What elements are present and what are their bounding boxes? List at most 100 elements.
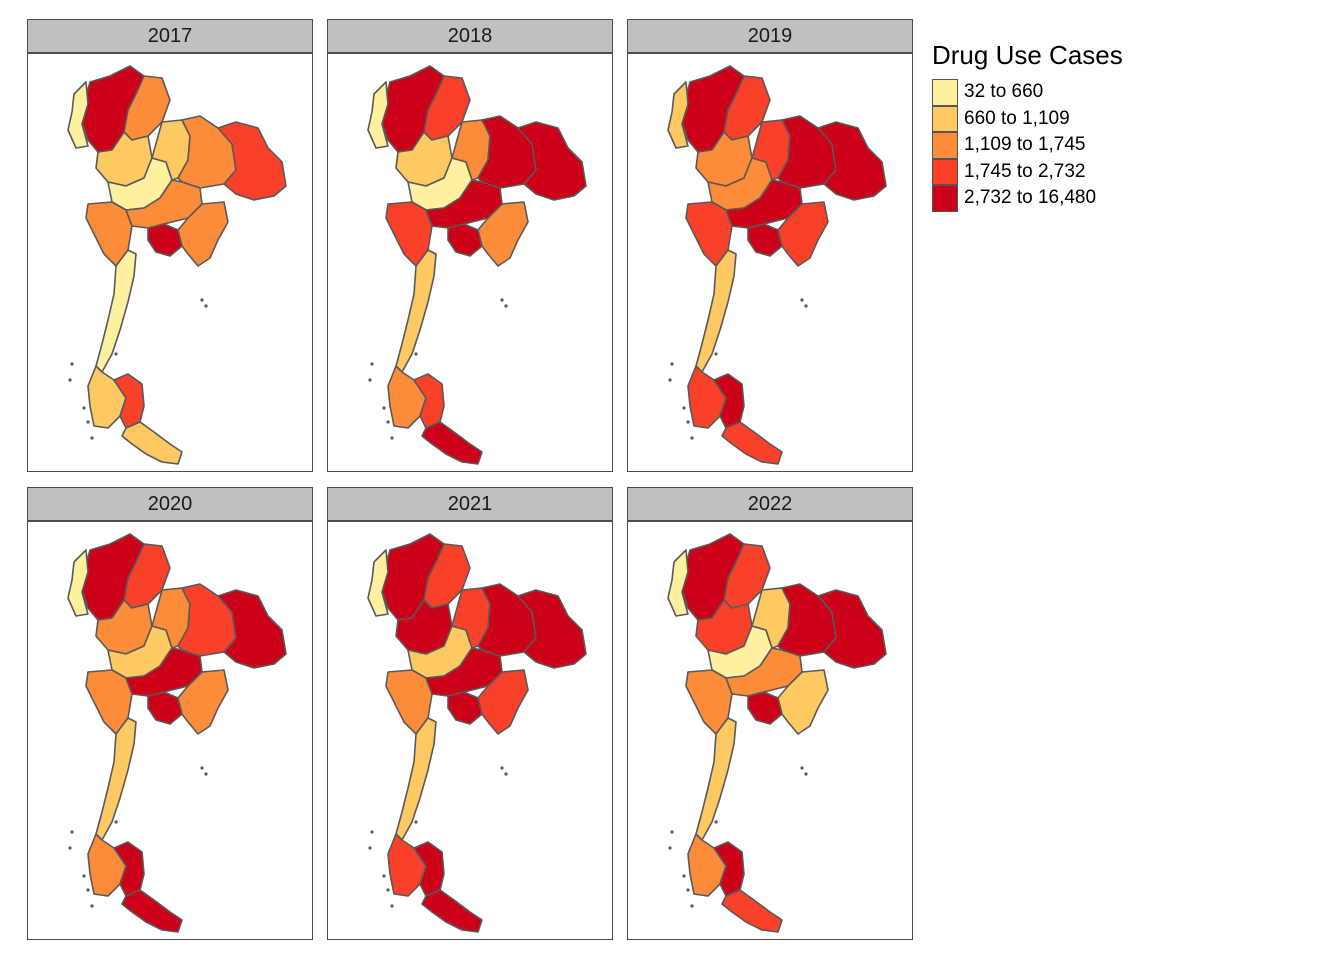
island-dot [368, 378, 372, 382]
province-region-isan-east [517, 589, 587, 669]
province-region-bangkok [747, 691, 783, 725]
island-dot [670, 830, 674, 834]
province-region-bangkok [747, 223, 783, 257]
facet-panel-2019: 2019 [627, 19, 913, 472]
province-region-south-upper [387, 833, 427, 897]
province-group [67, 533, 287, 933]
facet-strip-label: 2019 [627, 19, 913, 53]
island-dot [390, 436, 394, 440]
island-dot [82, 406, 86, 410]
province-region-central [725, 179, 803, 229]
legend-swatch [932, 105, 958, 132]
province-region-south-lower [721, 421, 783, 465]
island-dot [70, 362, 74, 366]
province-region-north-west-edge [67, 81, 89, 149]
island-dot [668, 846, 672, 850]
province-region-east [777, 669, 829, 735]
province-region-bangkok [147, 691, 183, 725]
legend-swatch [932, 158, 958, 185]
legend-swatch [932, 185, 958, 212]
province-region-isan-east [217, 589, 287, 669]
province-region-isthmus [395, 249, 437, 373]
island-dot [68, 846, 72, 850]
island-dot [382, 874, 386, 878]
province-region-central [425, 647, 503, 697]
facet-panel-2020: 2020 [27, 487, 313, 940]
island-dot [504, 304, 508, 308]
island-dot [800, 298, 804, 302]
province-region-isan-east [217, 121, 287, 201]
province-region-isan-central [477, 583, 537, 657]
province-region-isan-east [817, 121, 887, 201]
legend-item: 660 to 1,109 [932, 105, 1123, 132]
province-region-north-east-n [123, 75, 171, 141]
province-region-bangkok [147, 223, 183, 257]
province-region-isthmus [95, 249, 137, 373]
province-region-central [125, 647, 203, 697]
legend-swatch [932, 132, 958, 159]
province-region-isthmus [695, 717, 737, 841]
legend-label: 1,109 to 1,745 [964, 134, 1086, 156]
province-region-south-upper [387, 365, 427, 429]
province-region-south-upper [87, 365, 127, 429]
province-group [67, 65, 287, 465]
facet-strip-label: 2018 [327, 19, 613, 53]
province-region-south-lower [421, 889, 483, 933]
map-frame [327, 53, 613, 472]
province-region-south-lower [121, 421, 183, 465]
choropleth-map [367, 65, 587, 465]
province-region-isthmus [95, 717, 137, 841]
facet-panel-2022: 2022 [627, 487, 913, 940]
island-dot [714, 820, 718, 824]
facet-panel-2017: 2017 [27, 19, 313, 472]
province-region-north-west-edge [667, 549, 689, 617]
province-region-isan-east [817, 589, 887, 669]
legend-item: 1,109 to 1,745 [932, 132, 1123, 159]
legend-swatch [932, 79, 958, 106]
province-region-isthmus [695, 249, 737, 373]
province-region-east [177, 201, 229, 267]
choropleth-map [67, 65, 287, 465]
island-dot [382, 406, 386, 410]
island-dot [386, 888, 390, 892]
province-region-south-upper [687, 833, 727, 897]
island-dot [500, 298, 504, 302]
legend-item: 2,732 to 16,480 [932, 185, 1123, 212]
island-dot [90, 904, 94, 908]
island-dot [68, 378, 72, 382]
legend-title: Drug Use Cases [932, 40, 1123, 70]
island-dot [690, 436, 694, 440]
island-dot [370, 830, 374, 834]
facet-strip-label: 2017 [27, 19, 313, 53]
island-dot [204, 772, 208, 776]
legend-label: 2,732 to 16,480 [964, 187, 1097, 209]
facet-strip-label: 2022 [627, 487, 913, 521]
island-dot [800, 766, 804, 770]
province-region-north-east-n [423, 543, 471, 609]
province-region-north-west-edge [667, 81, 689, 149]
map-frame [327, 521, 613, 940]
province-region-east [477, 201, 529, 267]
island-dot [82, 874, 86, 878]
province-region-north-east-n [723, 75, 771, 141]
island-dot [670, 362, 674, 366]
island-dot [714, 352, 718, 356]
legend-label: 32 to 660 [964, 81, 1044, 103]
province-region-isan-east [517, 121, 587, 201]
island-dot [682, 874, 686, 878]
province-region-north-west-edge [367, 81, 389, 149]
island-dot [386, 420, 390, 424]
island-dot [504, 772, 508, 776]
island-dot [804, 772, 808, 776]
island-dot [200, 298, 204, 302]
province-region-bangkok [447, 691, 483, 725]
province-region-isan-central [177, 583, 237, 657]
province-region-isan-central [777, 115, 837, 189]
province-region-central [125, 179, 203, 229]
island-dot [500, 766, 504, 770]
province-region-isan-central [177, 115, 237, 189]
island-dot [90, 436, 94, 440]
facet-panel-2018: 2018 [327, 19, 613, 472]
island-dot [368, 846, 372, 850]
province-group [667, 65, 887, 465]
